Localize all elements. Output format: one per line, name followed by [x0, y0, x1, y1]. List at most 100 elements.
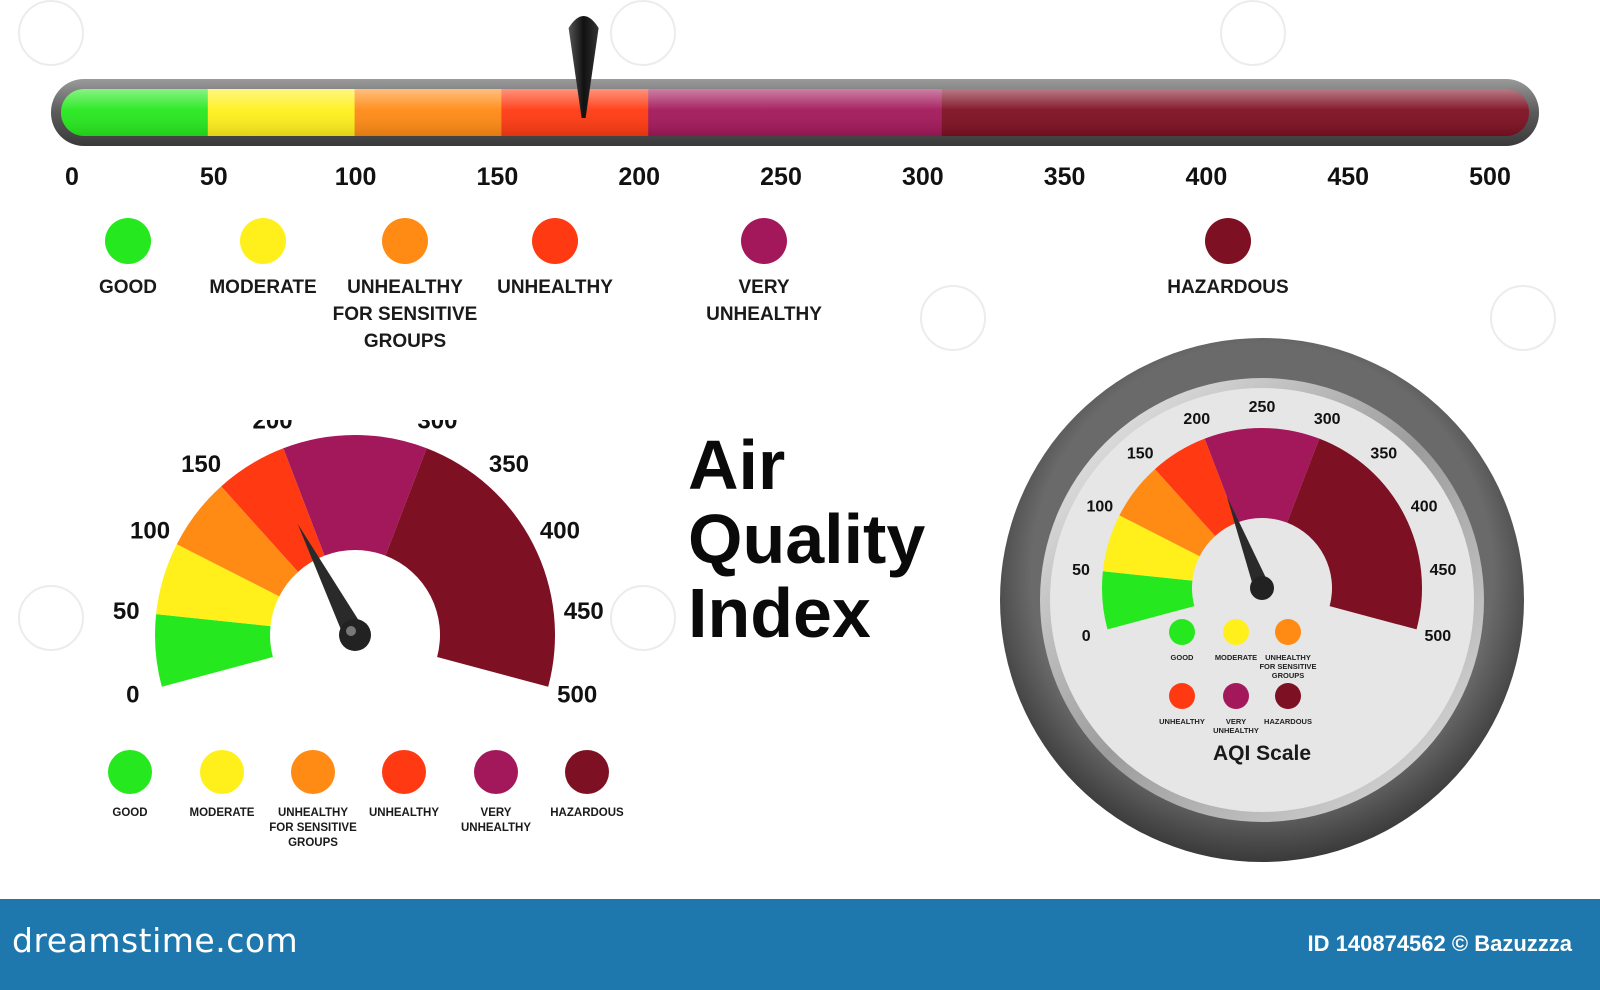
legend-label: UNHEALTHY: [368, 807, 440, 819]
dial-tick-label: 300: [1314, 411, 1341, 428]
legend-swatch: [382, 750, 426, 794]
dial-tick-label: 100: [1086, 498, 1113, 515]
dial-band: [1154, 438, 1237, 536]
bar-tick-label: 200: [618, 163, 661, 191]
watermark-icon: [18, 0, 84, 66]
bar-shine: [61, 89, 1529, 136]
bar-tick-label: 450: [1327, 163, 1370, 191]
needle-hub: [339, 619, 371, 651]
bar-legend-item: MODERATE: [178, 218, 348, 301]
dial-legend-label: GROUPS: [1272, 671, 1305, 680]
footer-banner: dreamstime.com ID 140874562 © Bazuzzza: [0, 899, 1600, 990]
dial-needle-icon: [1226, 496, 1270, 591]
bar-pointer-icon: [568, 16, 599, 118]
bar-tick-label: 50: [199, 163, 228, 191]
gauge-needle-icon: [297, 523, 365, 641]
legend-label: HAZARDOUS: [550, 807, 624, 819]
watermark-icon: [610, 585, 676, 651]
dial-caption: AQI Scale: [1213, 742, 1311, 765]
bar-legend-item: GOOD: [43, 218, 213, 301]
gauge-legend-item: HAZARDOUS: [532, 750, 642, 821]
legend-label: GOOD: [98, 277, 158, 298]
legend-label: VERY UNHEALTHY: [460, 807, 532, 834]
dial-tick-label: 200: [1183, 411, 1210, 428]
bar-legend-item: VERY UNHEALTHY: [679, 218, 849, 328]
site-logo[interactable]: dreamstime.com: [12, 921, 299, 960]
dial-legend-swatch: [1169, 683, 1195, 709]
bar-tick-label: 350: [1043, 163, 1086, 191]
dial-legend-swatch: [1169, 619, 1195, 645]
gauge-tick-label: 350: [489, 451, 529, 478]
dial-tick-label: 500: [1424, 628, 1451, 645]
gauge-tick-label: 400: [540, 518, 580, 545]
gauge-band: [385, 448, 555, 687]
dial-tick-label: 50: [1072, 562, 1090, 579]
gauge-legend-item: VERY UNHEALTHY: [441, 750, 551, 836]
bar-tick-label: 100: [334, 163, 377, 191]
dial-legend-label: UNHEALTHY: [1159, 717, 1205, 726]
legend-swatch: [741, 218, 787, 264]
gauge-tick-label: 300: [417, 420, 457, 434]
legend-label: MODERATE: [209, 277, 317, 298]
legend-label: UNHEALTHY FOR SENSITIVE GROUPS: [269, 807, 357, 849]
bar-tick-label: 0: [65, 163, 79, 191]
gauge-legend-item: UNHEALTHY: [349, 750, 459, 821]
watermark-icon: [610, 0, 676, 66]
gauge-band: [283, 435, 427, 556]
dial-tick-label: 0: [1082, 628, 1091, 645]
dial-band: [1102, 515, 1200, 581]
gauge-legend-item: MODERATE: [167, 750, 277, 821]
legend-swatch: [532, 218, 578, 264]
horizontal-aqi-scale: 0 50 100 150 200 250 300 350 400 450 500 GOOD MODER…: [0, 0, 1600, 370]
gauge-band: [155, 614, 273, 687]
dial-hub: [1250, 576, 1274, 600]
bar-legend-item: UNHEALTHY FOR SENSITIVE GROUPS: [320, 218, 490, 355]
dial-tick-label: 350: [1370, 446, 1397, 463]
legend-swatch: [291, 750, 335, 794]
watermark-icon: [1220, 0, 1286, 66]
round-aqi-dial: 0 50 100 150 200 250 300 350 400 450 500 GOOD MODERA…: [1000, 338, 1524, 862]
legend-swatch: [1205, 218, 1251, 264]
watermark-icon: [1490, 285, 1556, 351]
dial-legend-label: FOR SENSITIVE: [1259, 662, 1316, 671]
legend-swatch: [240, 218, 286, 264]
gauge-tick-label: 100: [130, 518, 170, 545]
bar-legend-item: UNHEALTHY: [470, 218, 640, 301]
watermark-icon: [18, 585, 84, 651]
gauge-tick-label: 200: [253, 420, 293, 434]
dial-legend-label: MODERATE: [1215, 653, 1257, 662]
gauge-legend-item: GOOD: [75, 750, 185, 821]
bar-legend-item: HAZARDOUS: [1143, 218, 1313, 301]
dial-legend-label: UNHEALTHY: [1213, 726, 1259, 735]
image-id-credit: ID 140874562 © Bazuzzza: [1307, 931, 1572, 956]
dial-tick-label: 250: [1249, 399, 1276, 416]
dial-legend-label: HAZARDOUS: [1264, 717, 1312, 726]
gauge-band: [176, 486, 299, 597]
legend-label: MODERATE: [189, 807, 255, 819]
legend-label: GOOD: [112, 807, 148, 819]
bar-tick-label: 250: [760, 163, 802, 191]
legend-swatch: [565, 750, 609, 794]
legend-swatch: [105, 218, 151, 264]
gauge-tick-label: 0: [126, 682, 139, 709]
gauge-tick-label: 450: [564, 598, 604, 625]
dial-band: [1119, 469, 1216, 557]
legend-swatch: [474, 750, 518, 794]
legend-swatch: [382, 218, 428, 264]
dial-band: [1102, 571, 1195, 630]
gauge-tick-label: 50: [113, 598, 140, 625]
dial-band: [1204, 428, 1320, 523]
dial-legend-label: VERY: [1226, 717, 1246, 726]
dial-legend-swatch: [1275, 683, 1301, 709]
aqi-bar: [51, 16, 1539, 146]
bar-tick-label: 150: [476, 163, 519, 191]
dial-legend-swatch: [1275, 619, 1301, 645]
legend-label: UNHEALTHY FOR SENSITIVE GROUPS: [332, 277, 478, 352]
page-title: Air Quality Index: [688, 426, 926, 652]
dial-legend-label: UNHEALTHY: [1265, 653, 1311, 662]
dial-legend-swatch: [1223, 683, 1249, 709]
legend-label: UNHEALTHY: [497, 277, 613, 298]
watermark-icon: [920, 285, 986, 351]
gauge-tick-label: 150: [181, 451, 221, 478]
dial-legend-label: GOOD: [1171, 653, 1195, 662]
